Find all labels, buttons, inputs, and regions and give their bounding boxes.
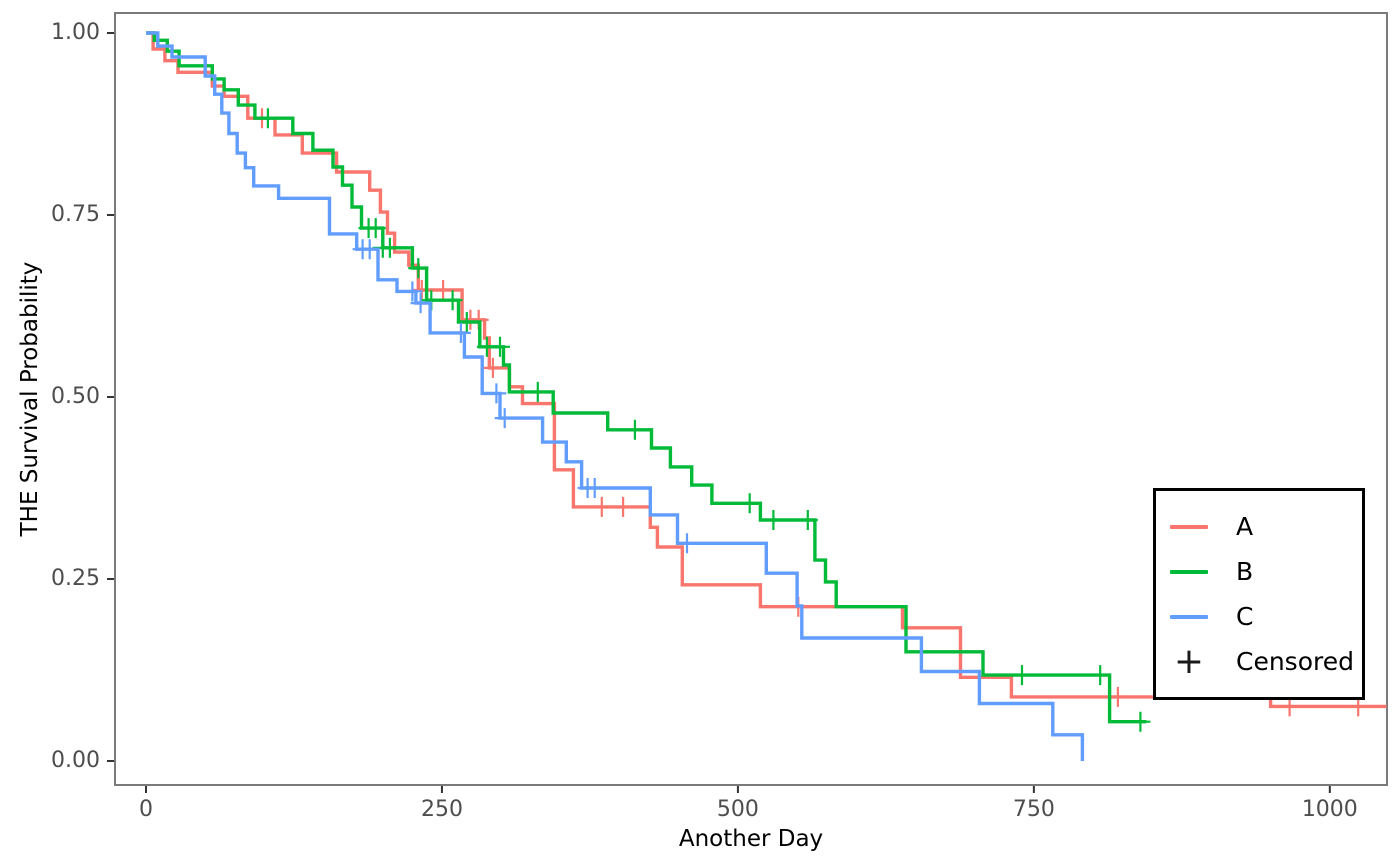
censor-plus-icon <box>613 496 634 517</box>
legend-swatch-b <box>1170 569 1208 574</box>
censor-plus-icon <box>1130 711 1151 732</box>
censored-plus-icon: + <box>1173 640 1205 682</box>
censor-plus-icon <box>410 293 431 314</box>
censor-plus-icon <box>450 322 471 343</box>
censor-plus-icon <box>797 510 818 530</box>
censor-plus-icon <box>584 478 605 498</box>
censor-plus-icon <box>677 533 697 554</box>
legend-label-b: B <box>1236 557 1254 586</box>
x-tick-label: 250 <box>420 797 463 822</box>
censor-plus-icon <box>739 493 760 514</box>
censor-plus-icon <box>456 312 477 332</box>
survival-curves <box>146 31 1387 761</box>
censor-plus-icon <box>494 408 515 429</box>
y-tick-label: 0.00 <box>51 748 100 773</box>
legend: A B C + Censored <box>1153 488 1365 700</box>
legend-label-c: C <box>1236 602 1254 631</box>
x-tick-label: 500 <box>716 797 759 822</box>
legend-item-a: A <box>1156 504 1362 549</box>
x-axis-title: Another Day <box>678 826 824 852</box>
legend-swatch-a <box>1170 524 1208 529</box>
censor-plus-icon <box>490 336 510 357</box>
axis-ticks <box>107 32 1331 793</box>
y-axis-title: THE Survival Probability <box>17 261 43 537</box>
x-tick-label: 750 <box>1012 797 1055 822</box>
legend-swatch-c <box>1170 614 1208 619</box>
censor-plus-icon <box>624 419 645 440</box>
censor-plus-icon <box>359 239 380 260</box>
legend-item-c: C <box>1156 594 1362 639</box>
y-tick-label: 0.25 <box>51 566 100 591</box>
censor-plus-icon <box>402 281 423 302</box>
censor-plus-icon <box>433 280 454 300</box>
legend-item-censored: + Censored <box>1156 639 1362 684</box>
censor-plus-icon <box>482 357 503 378</box>
y-tick-label: 0.75 <box>51 202 100 227</box>
censor-plus-icon <box>365 218 386 239</box>
panel-border <box>114 12 1388 786</box>
legend-item-b: B <box>1156 549 1362 594</box>
survival-curve-B <box>146 31 1147 724</box>
censor-plus-icon <box>442 290 463 311</box>
censor-plus-icon <box>527 381 548 402</box>
censor-plus-icon <box>408 258 429 279</box>
legend-label-a: A <box>1236 512 1254 541</box>
censor-marks-C <box>352 239 697 554</box>
censor-plus-icon <box>1090 665 1111 686</box>
censor-plus-icon <box>379 237 400 258</box>
censor-plus-icon <box>486 383 507 404</box>
censor-marks-B <box>257 108 1151 732</box>
censor-plus-icon <box>257 108 278 129</box>
y-tick-label: 0.50 <box>51 384 100 409</box>
censor-plus-icon <box>591 496 612 517</box>
censor-plus-icon <box>763 510 784 530</box>
y-tick-label: 1.00 <box>51 20 100 45</box>
censor-plus-icon <box>1012 665 1032 686</box>
x-tick-label: 1000 <box>1301 797 1358 822</box>
legend-label-censored: Censored <box>1236 647 1354 676</box>
x-tick-label: 0 <box>139 797 153 822</box>
